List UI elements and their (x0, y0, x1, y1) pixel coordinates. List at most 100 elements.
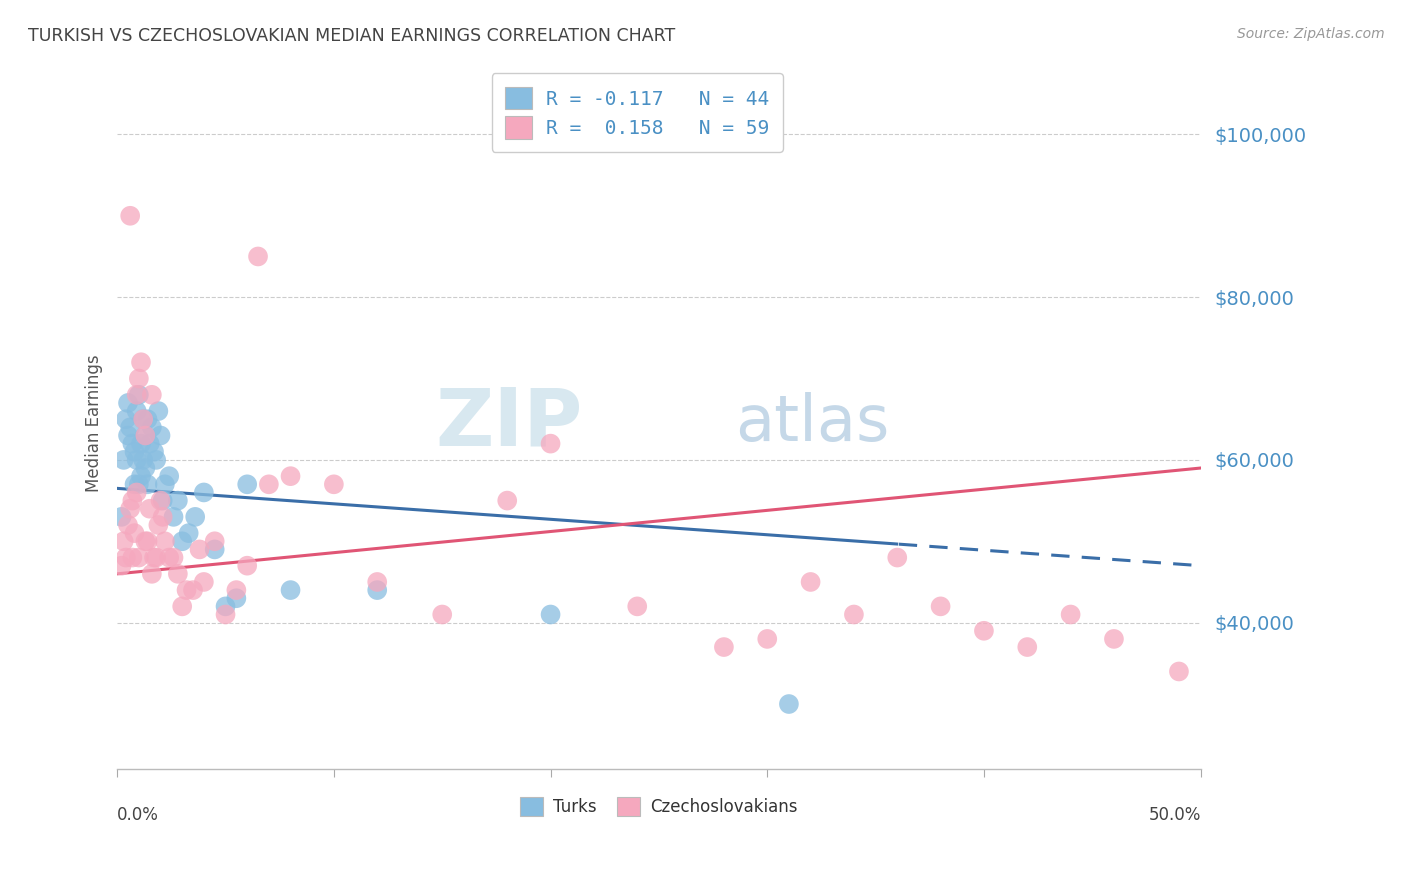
Point (124, 526, 146, 541)
Point (204, 542, 226, 557)
Point (177, 526, 200, 541)
Point (322, 477, 344, 491)
Point (121, 550, 143, 565)
Point (129, 436, 152, 450)
Point (136, 477, 159, 491)
Point (125, 485, 148, 500)
Point (138, 436, 160, 450)
Text: Source: ZipAtlas.com: Source: ZipAtlas.com (1237, 27, 1385, 41)
Point (115, 412, 138, 426)
Point (153, 477, 176, 491)
Point (134, 428, 156, 442)
Point (145, 550, 167, 565)
Point (172, 534, 194, 549)
Point (172, 599, 194, 614)
Point (167, 493, 190, 508)
Point (756, 632, 779, 646)
Point (225, 583, 247, 598)
Point (128, 550, 150, 565)
Point (125, 404, 148, 418)
Point (128, 477, 150, 491)
Point (204, 534, 226, 549)
Point (1059, 607, 1081, 622)
Point (188, 542, 211, 557)
Point (225, 591, 247, 606)
Point (141, 566, 163, 581)
Point (138, 501, 160, 516)
Point (193, 574, 215, 589)
Point (132, 412, 155, 426)
Point (842, 607, 865, 622)
Point (540, 436, 562, 450)
Point (117, 428, 139, 442)
Point (713, 640, 735, 654)
Point (152, 493, 174, 508)
Point (280, 469, 302, 483)
Point (366, 583, 388, 598)
Point (112, 453, 135, 467)
Text: atlas: atlas (735, 392, 889, 454)
Point (121, 493, 143, 508)
Point (110, 558, 132, 573)
Point (141, 388, 163, 402)
Point (162, 550, 184, 565)
Point (134, 534, 156, 549)
Point (141, 420, 163, 434)
Point (432, 607, 454, 622)
Point (110, 509, 132, 524)
Point (280, 583, 302, 598)
Point (120, 501, 142, 516)
Point (496, 493, 519, 508)
Point (120, 420, 142, 434)
Point (129, 355, 152, 369)
Point (115, 550, 138, 565)
Point (112, 534, 135, 549)
Point (1168, 665, 1191, 679)
Point (176, 583, 198, 598)
Point (121, 436, 143, 450)
Point (257, 477, 280, 491)
Point (157, 469, 180, 483)
Point (800, 574, 823, 589)
Point (124, 444, 146, 458)
Point (181, 583, 204, 598)
Point (136, 412, 159, 426)
Point (128, 371, 150, 385)
Point (157, 550, 180, 565)
Point (184, 509, 207, 524)
Point (778, 697, 800, 711)
Point (134, 428, 156, 442)
Point (125, 388, 148, 402)
Point (124, 477, 146, 491)
Point (236, 477, 259, 491)
Point (236, 558, 259, 573)
Text: 0.0%: 0.0% (117, 805, 159, 823)
Point (129, 469, 152, 483)
Point (152, 509, 174, 524)
Point (136, 534, 159, 549)
Point (149, 493, 172, 508)
Point (214, 607, 236, 622)
Point (128, 388, 150, 402)
Point (193, 485, 215, 500)
Text: 50.0%: 50.0% (1149, 805, 1201, 823)
Point (117, 518, 139, 533)
Point (886, 550, 908, 565)
Point (143, 550, 166, 565)
Point (132, 412, 155, 426)
Point (247, 250, 270, 264)
Point (132, 453, 155, 467)
Y-axis label: Median Earnings: Median Earnings (86, 354, 103, 492)
Point (929, 599, 952, 614)
Point (366, 574, 388, 589)
Point (117, 396, 139, 410)
Legend: Turks, Czechoslovakians: Turks, Czechoslovakians (513, 790, 804, 823)
Point (125, 453, 148, 467)
Point (1102, 632, 1125, 646)
Point (153, 534, 176, 549)
Point (214, 599, 236, 614)
Point (148, 404, 170, 418)
Point (134, 461, 156, 475)
Point (120, 209, 142, 223)
Point (148, 518, 170, 533)
